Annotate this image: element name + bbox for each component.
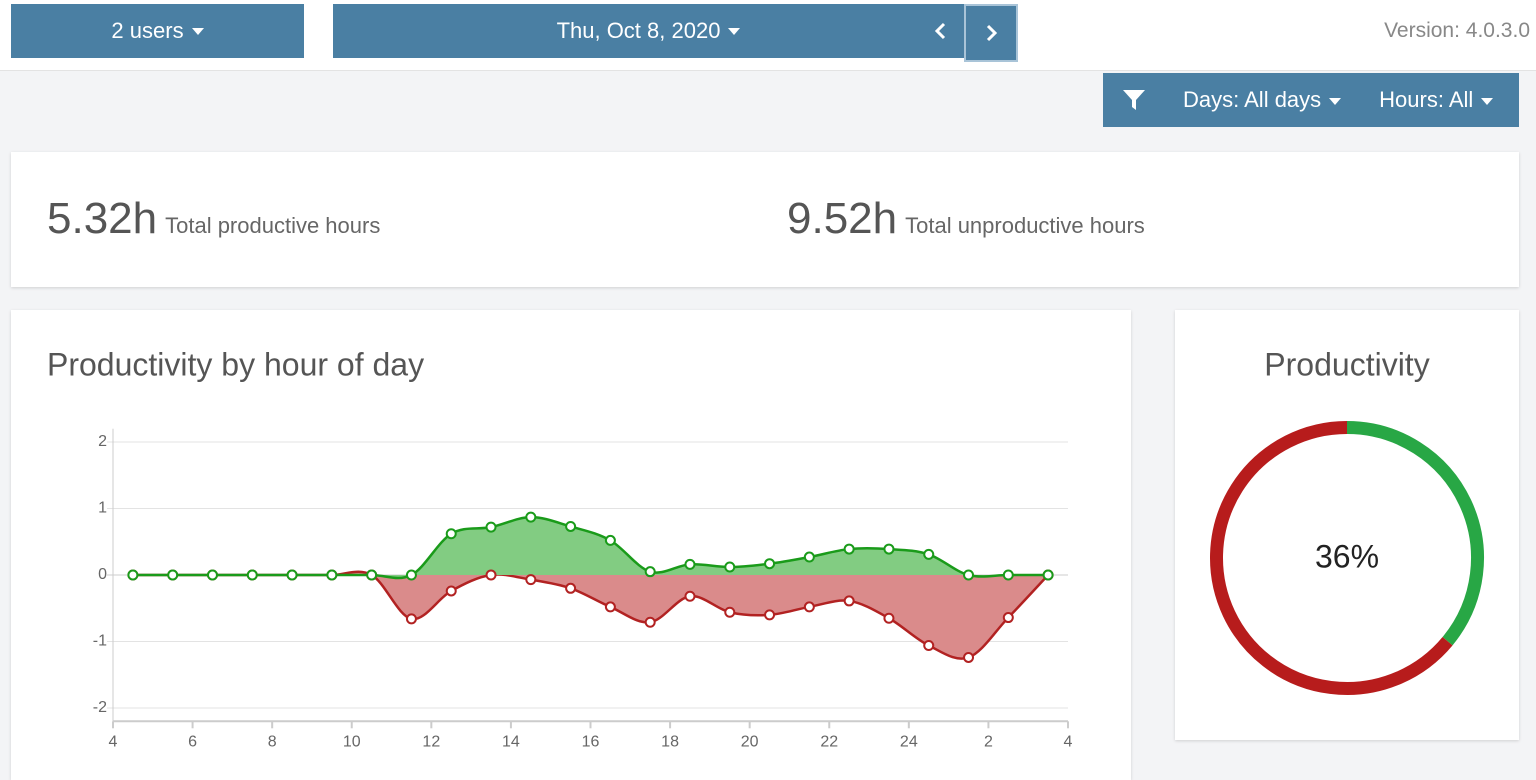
y-tick-label: 2 bbox=[98, 433, 107, 450]
stat-label: Total productive hours bbox=[165, 213, 381, 238]
point bbox=[764, 558, 776, 570]
point bbox=[366, 569, 378, 581]
y-tick-label: 1 bbox=[98, 500, 107, 517]
stat: 5.32h Total productive hours bbox=[47, 194, 380, 244]
x-tick-label: 6 bbox=[188, 734, 197, 751]
prev-icon bbox=[934, 22, 946, 40]
version: Version: 4.0.3.0 bbox=[1384, 19, 1530, 42]
date-label: Thu, Oct 8, 2020 bbox=[556, 18, 721, 43]
point bbox=[644, 616, 656, 628]
point bbox=[764, 609, 776, 621]
stats-card: 5.32h Total productive hours 9.52h Total u… bbox=[11, 152, 1519, 287]
point bbox=[206, 569, 218, 581]
chart-title: Productivity by hour of day bbox=[47, 346, 424, 382]
x-tick-label: 10 bbox=[343, 734, 361, 751]
point bbox=[923, 639, 935, 651]
donut-segment bbox=[1346, 421, 1484, 646]
stat-value: 5.32h bbox=[47, 194, 158, 243]
point bbox=[1002, 569, 1014, 581]
hours-dropdown[interactable]: Hours: All bbox=[1379, 87, 1494, 113]
filter-bar: Days: All days Hours: All bbox=[1103, 73, 1519, 127]
x-tick-label: 8 bbox=[268, 734, 277, 751]
x-tick-label: 20 bbox=[741, 734, 759, 751]
point bbox=[565, 582, 577, 594]
x-tick-label: 4 bbox=[109, 734, 118, 751]
point bbox=[565, 520, 577, 532]
date-dropdown[interactable]: Thu, Oct 8, 2020 bbox=[333, 4, 964, 58]
x-tick-label: 22 bbox=[820, 734, 838, 751]
prev-button[interactable] bbox=[918, 4, 964, 58]
x-tick-label: 16 bbox=[582, 734, 600, 751]
top-bar: 2 users Thu, Oct 8, 2020 Version: 4.0.3.… bbox=[0, 0, 1536, 71]
point bbox=[923, 548, 935, 560]
x-tick-label: 24 bbox=[900, 734, 918, 751]
point bbox=[684, 590, 696, 602]
days-label: Days: All days bbox=[1183, 87, 1322, 112]
days-dropdown[interactable]: Days: All days bbox=[1183, 87, 1342, 113]
x-tick-label: 4 bbox=[1064, 734, 1073, 751]
stat: 9.52h Total unproductive hours bbox=[787, 194, 1145, 244]
users-label: 2 users bbox=[111, 18, 184, 43]
point bbox=[803, 601, 815, 613]
point bbox=[405, 613, 417, 625]
center-label: 36% bbox=[1315, 538, 1379, 574]
stat-value: 9.52h bbox=[787, 194, 898, 243]
point bbox=[246, 569, 258, 581]
point bbox=[485, 569, 497, 581]
point bbox=[843, 543, 855, 555]
point bbox=[883, 612, 895, 624]
chart-title: Productivity bbox=[1264, 346, 1429, 382]
donut-chart: Productivity 36% bbox=[1210, 346, 1484, 695]
y-tick-label: -1 bbox=[93, 633, 107, 650]
point bbox=[167, 569, 179, 581]
point bbox=[1002, 612, 1014, 624]
next-icon bbox=[986, 24, 998, 42]
next-button[interactable] bbox=[964, 4, 1018, 62]
point bbox=[684, 558, 696, 570]
point bbox=[525, 511, 537, 523]
donut-segment bbox=[1210, 421, 1453, 695]
point bbox=[604, 601, 616, 613]
point bbox=[644, 566, 656, 578]
x-tick-label: 18 bbox=[661, 734, 679, 751]
point bbox=[445, 528, 457, 540]
point bbox=[525, 574, 537, 586]
users-dropdown[interactable]: 2 users bbox=[11, 4, 304, 58]
point bbox=[843, 595, 855, 607]
point bbox=[883, 543, 895, 555]
point bbox=[803, 551, 815, 563]
point bbox=[326, 569, 338, 581]
point bbox=[445, 585, 457, 597]
point bbox=[286, 569, 298, 581]
hourly-card: Productivity by hour of day -2 -1 0 1 2 4 6 8 10… bbox=[11, 310, 1131, 780]
x-tick-label: 2 bbox=[984, 734, 993, 751]
point bbox=[963, 651, 975, 663]
x-tick-label: 14 bbox=[502, 734, 520, 751]
area bbox=[132, 517, 1049, 579]
point bbox=[604, 534, 616, 546]
stat-label: Total unproductive hours bbox=[905, 213, 1145, 238]
x-tick-label: 12 bbox=[422, 734, 440, 751]
point bbox=[724, 606, 736, 618]
point bbox=[485, 521, 497, 533]
point bbox=[963, 569, 975, 581]
y-tick-label: 0 bbox=[98, 566, 107, 583]
point bbox=[405, 569, 417, 581]
productivity-card: Productivity 36% bbox=[1175, 310, 1519, 740]
filter-icon[interactable] bbox=[1121, 87, 1147, 113]
hours-label: Hours: All bbox=[1379, 87, 1474, 112]
y-tick-label: -2 bbox=[93, 699, 107, 716]
area bbox=[132, 571, 1049, 659]
point bbox=[127, 569, 139, 581]
point bbox=[724, 561, 736, 573]
point bbox=[1042, 569, 1054, 581]
